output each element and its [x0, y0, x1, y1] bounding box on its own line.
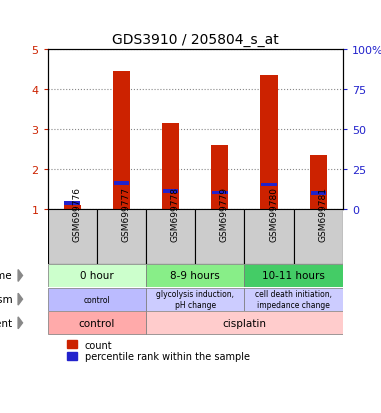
Text: agent: agent [0, 318, 12, 328]
FancyBboxPatch shape [48, 264, 146, 287]
Polygon shape [18, 294, 22, 305]
Bar [311, 192, 326, 195]
Text: 10-11 hours: 10-11 hours [262, 271, 325, 281]
FancyBboxPatch shape [146, 288, 245, 311]
FancyBboxPatch shape [245, 209, 294, 264]
Text: time: time [0, 271, 12, 281]
Text: control: control [78, 318, 115, 328]
Polygon shape [18, 270, 22, 282]
Text: GSM699780: GSM699780 [269, 186, 278, 241]
Text: GSM699779: GSM699779 [220, 186, 229, 241]
FancyBboxPatch shape [195, 209, 245, 264]
FancyBboxPatch shape [146, 312, 343, 335]
Text: GSM699781: GSM699781 [318, 186, 327, 241]
Text: 8-9 hours: 8-9 hours [170, 271, 220, 281]
Text: GSM699778: GSM699778 [171, 186, 180, 241]
Legend: count, percentile rank within the sample: count, percentile rank within the sample [67, 340, 250, 362]
FancyBboxPatch shape [146, 209, 195, 264]
Text: control: control [83, 295, 110, 304]
Text: 0 hour: 0 hour [80, 271, 114, 281]
Bar [261, 76, 278, 209]
Bar [64, 206, 81, 209]
FancyBboxPatch shape [97, 209, 146, 264]
FancyBboxPatch shape [146, 264, 245, 287]
FancyBboxPatch shape [48, 312, 146, 335]
FancyBboxPatch shape [48, 209, 97, 264]
Bar [114, 182, 129, 185]
Bar [113, 71, 130, 209]
Title: GDS3910 / 205804_s_at: GDS3910 / 205804_s_at [112, 33, 279, 47]
FancyBboxPatch shape [245, 288, 343, 311]
FancyBboxPatch shape [48, 288, 146, 311]
Bar [310, 156, 327, 209]
Bar [162, 123, 179, 209]
Text: cell death initiation,
impedance change: cell death initiation, impedance change [255, 290, 332, 309]
Bar [211, 145, 229, 209]
Bar [64, 202, 80, 205]
FancyBboxPatch shape [245, 264, 343, 287]
Text: metabolism: metabolism [0, 294, 12, 304]
Polygon shape [18, 317, 22, 329]
FancyBboxPatch shape [294, 209, 343, 264]
Text: GSM699777: GSM699777 [122, 186, 130, 241]
Text: GSM699776: GSM699776 [72, 186, 81, 241]
Bar [261, 183, 277, 186]
Text: glycolysis induction,
pH change: glycolysis induction, pH change [156, 290, 234, 309]
Text: cisplatin: cisplatin [223, 318, 266, 328]
Bar [212, 191, 227, 194]
Bar [163, 190, 178, 193]
